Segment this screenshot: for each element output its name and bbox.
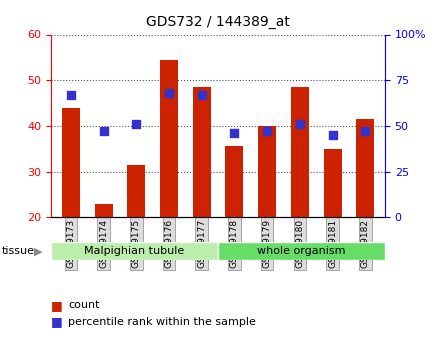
Text: count: count <box>68 300 100 310</box>
Bar <box>356 119 374 217</box>
Text: tissue: tissue <box>2 246 35 256</box>
Bar <box>62 108 80 217</box>
Bar <box>226 147 243 217</box>
Point <box>67 92 74 98</box>
Text: percentile rank within the sample: percentile rank within the sample <box>68 317 256 326</box>
Point <box>296 121 303 127</box>
Point <box>166 90 173 96</box>
Bar <box>218 241 385 260</box>
Bar <box>94 204 113 217</box>
Text: Malpighian tubule: Malpighian tubule <box>85 246 185 256</box>
Bar <box>324 149 342 217</box>
Text: ■: ■ <box>51 315 63 328</box>
Bar <box>258 126 276 217</box>
Point <box>263 129 271 134</box>
Bar <box>193 87 210 217</box>
Bar <box>51 241 218 260</box>
Point <box>133 121 140 127</box>
Point <box>362 129 369 134</box>
Point <box>231 130 238 136</box>
Bar <box>291 87 309 217</box>
Text: ■: ■ <box>51 299 63 312</box>
Point <box>100 129 107 134</box>
Text: whole organism: whole organism <box>257 246 346 256</box>
Point <box>198 92 205 98</box>
Point <box>329 132 336 138</box>
Bar <box>127 165 145 217</box>
Title: GDS732 / 144389_at: GDS732 / 144389_at <box>146 15 290 29</box>
Text: ▶: ▶ <box>34 246 43 256</box>
Bar <box>160 60 178 217</box>
